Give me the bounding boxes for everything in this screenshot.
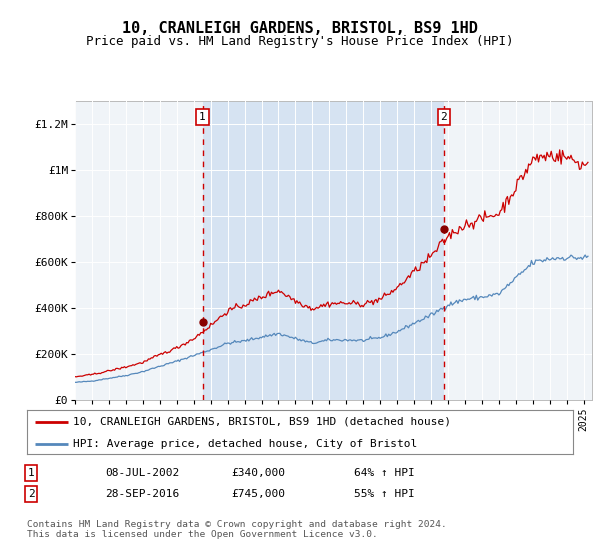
Text: 10, CRANLEIGH GARDENS, BRISTOL, BS9 1HD: 10, CRANLEIGH GARDENS, BRISTOL, BS9 1HD (122, 21, 478, 36)
Text: 1: 1 (199, 112, 206, 122)
Text: £340,000: £340,000 (231, 468, 285, 478)
Text: 08-JUL-2002: 08-JUL-2002 (105, 468, 179, 478)
Bar (203, 101, 443, 400)
Text: 64% ↑ HPI: 64% ↑ HPI (354, 468, 415, 478)
Text: 2: 2 (28, 489, 35, 499)
Text: 2: 2 (440, 112, 447, 122)
Text: 55% ↑ HPI: 55% ↑ HPI (354, 489, 415, 499)
Text: HPI: Average price, detached house, City of Bristol: HPI: Average price, detached house, City… (73, 439, 418, 449)
Text: £745,000: £745,000 (231, 489, 285, 499)
Text: Price paid vs. HM Land Registry's House Price Index (HPI): Price paid vs. HM Land Registry's House … (86, 35, 514, 48)
Text: Contains HM Land Registry data © Crown copyright and database right 2024.
This d: Contains HM Land Registry data © Crown c… (27, 520, 447, 539)
Text: 28-SEP-2016: 28-SEP-2016 (105, 489, 179, 499)
Text: 10, CRANLEIGH GARDENS, BRISTOL, BS9 1HD (detached house): 10, CRANLEIGH GARDENS, BRISTOL, BS9 1HD … (73, 417, 451, 427)
Text: 1: 1 (28, 468, 35, 478)
